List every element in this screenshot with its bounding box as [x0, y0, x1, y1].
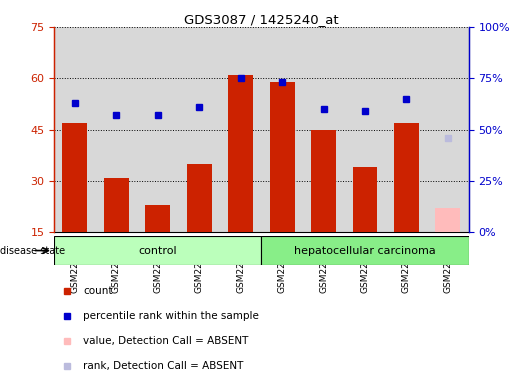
Text: control: control — [139, 245, 177, 256]
Bar — [394, 123, 419, 232]
Bar — [179, 27, 220, 232]
Bar — [311, 130, 336, 232]
Bar — [386, 27, 427, 232]
Bar — [261, 27, 303, 232]
Text: hepatocellular carcinoma: hepatocellular carcinoma — [294, 245, 436, 256]
Bar — [303, 27, 344, 232]
Bar — [62, 123, 87, 232]
Bar — [104, 177, 129, 232]
Text: disease state: disease state — [0, 245, 65, 256]
Bar — [344, 27, 386, 232]
Bar — [262, 236, 469, 265]
Bar — [228, 75, 253, 232]
Bar — [145, 205, 170, 232]
Text: count: count — [83, 286, 113, 296]
Bar — [353, 167, 377, 232]
Bar — [137, 27, 179, 232]
Bar — [436, 209, 460, 232]
Bar — [427, 27, 469, 232]
Bar — [54, 236, 262, 265]
Bar — [220, 27, 262, 232]
Bar — [96, 27, 137, 232]
Title: GDS3087 / 1425240_at: GDS3087 / 1425240_at — [184, 13, 339, 26]
Bar — [187, 164, 212, 232]
Bar — [270, 82, 295, 232]
Bar — [54, 27, 96, 232]
Text: value, Detection Call = ABSENT: value, Detection Call = ABSENT — [83, 336, 248, 346]
Text: percentile rank within the sample: percentile rank within the sample — [83, 311, 259, 321]
Text: rank, Detection Call = ABSENT: rank, Detection Call = ABSENT — [83, 361, 244, 371]
